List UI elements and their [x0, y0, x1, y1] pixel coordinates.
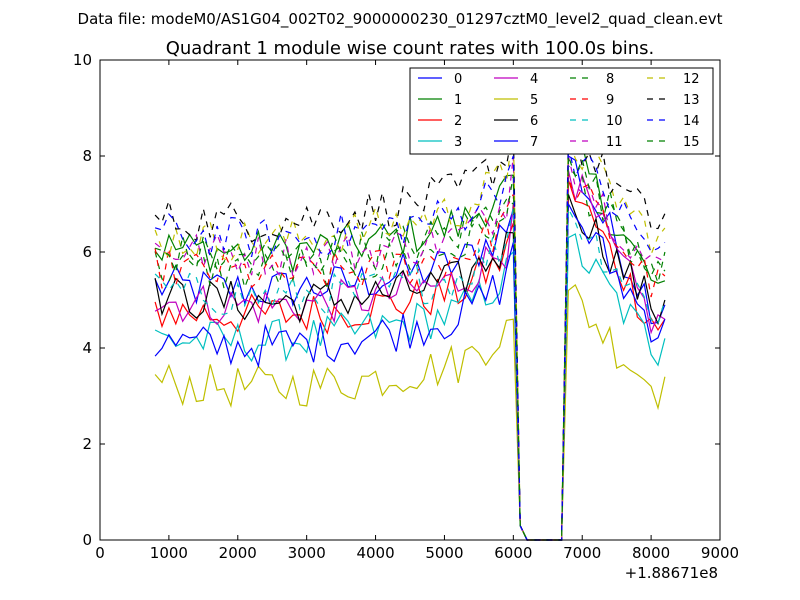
series-line-8 [154, 163, 666, 541]
y-tick-label: 10 [73, 51, 92, 69]
legend-label-1: 1 [454, 93, 462, 108]
legend-label-4: 4 [530, 72, 538, 87]
legend-label-3: 3 [454, 135, 462, 150]
legend-label-8: 8 [606, 72, 614, 87]
legend-label-5: 5 [530, 93, 538, 108]
y-tick-label: 8 [82, 147, 92, 165]
chart-title: Quadrant 1 module wise count rates with … [166, 38, 655, 59]
legend-label-7: 7 [530, 135, 538, 150]
legend-box [409, 67, 714, 155]
axes-frame [99, 59, 721, 541]
y-tick-label: 2 [82, 435, 92, 453]
legend-label-6: 6 [530, 114, 538, 129]
plot-lines [154, 127, 666, 541]
series-line-3 [154, 233, 666, 541]
legend-label-9: 9 [606, 93, 614, 108]
x-offset-label: +1.88671e8 [625, 564, 718, 582]
series-line-14 [154, 146, 666, 541]
series-line-11 [154, 155, 666, 541]
legend-label-2: 2 [454, 114, 462, 129]
series-line-9 [154, 175, 666, 541]
suptitle: Data file: modeM0/AS1G04_002T02_90000002… [78, 10, 723, 29]
legend-label-13: 13 [683, 93, 700, 108]
series-line-10 [154, 208, 666, 541]
legend-label-10: 10 [606, 114, 623, 129]
x-tick-label: 5000 [425, 544, 463, 562]
y-tick-label: 0 [82, 531, 92, 549]
legend-label-11: 11 [606, 135, 623, 150]
y-tick-label: 4 [82, 339, 92, 357]
legend-label-15: 15 [683, 135, 700, 150]
legend-label-0: 0 [454, 72, 462, 87]
series-line-6 [154, 194, 666, 541]
legend-label-12: 12 [683, 72, 700, 87]
x-tick-label: 0 [95, 544, 105, 562]
series-line-15 [154, 155, 666, 541]
y-tick-label: 6 [82, 243, 92, 261]
series-line-13 [154, 127, 666, 541]
legend-label-14: 14 [683, 114, 700, 129]
x-tick-label: 6000 [494, 544, 532, 562]
series-line-2 [154, 179, 666, 541]
x-tick-label: 4000 [356, 544, 394, 562]
x-tick-label: 9000 [701, 544, 739, 562]
series-line-7 [154, 201, 666, 541]
axis-ticks: 0 1000 2000 3000 4000 5000 6000 7000 8000 9000 0 2 4… [73, 51, 739, 562]
series-line-5 [154, 283, 666, 541]
x-tick-label: 8000 [632, 544, 670, 562]
x-tick-label: 3000 [288, 544, 326, 562]
x-tick-label: 7000 [563, 544, 601, 562]
x-tick-label: 2000 [219, 544, 257, 562]
x-tick-label: 1000 [150, 544, 188, 562]
